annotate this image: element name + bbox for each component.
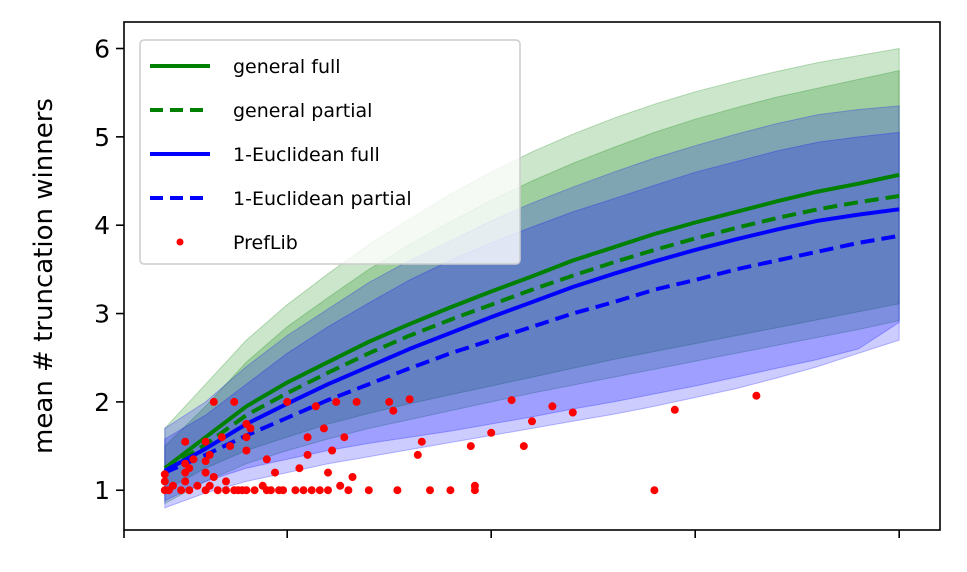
- preflib-point: [217, 433, 226, 442]
- preflib-point: [185, 486, 194, 495]
- preflib-point: [466, 442, 475, 451]
- preflib-point: [324, 468, 332, 477]
- preflib-point: [650, 486, 659, 495]
- y-tick-label: 6: [94, 35, 110, 64]
- preflib-point: [262, 455, 271, 464]
- preflib-point: [344, 486, 353, 495]
- preflib-point: [205, 481, 214, 490]
- preflib-point: [250, 486, 259, 495]
- preflib-point: [303, 450, 312, 459]
- legend-box: [139, 39, 521, 265]
- preflib-point: [324, 486, 332, 495]
- preflib-point: [181, 437, 190, 446]
- legend: general full general partial 1-Euclidean f…: [139, 39, 521, 265]
- preflib-point: [226, 442, 235, 451]
- preflib-point: [205, 450, 214, 459]
- preflib-point: [328, 446, 337, 455]
- y-tick-label: 4: [94, 211, 110, 240]
- preflib-point: [389, 406, 398, 415]
- preflib-point: [417, 437, 426, 446]
- general-full-line: [163, 172, 900, 470]
- preflib-point: [670, 405, 679, 414]
- preflib-point: [307, 486, 316, 495]
- preflib-point: [283, 397, 292, 406]
- preflib-point: [209, 397, 218, 406]
- preflib-point: [181, 477, 190, 486]
- preflib-point: [266, 486, 275, 495]
- preflib-point: [160, 470, 169, 479]
- preflib-point: [222, 477, 230, 486]
- preflib-point: [201, 437, 210, 446]
- preflib-point: [548, 402, 557, 411]
- y-tick-label: 2: [94, 388, 110, 417]
- preflib-point: [470, 486, 479, 495]
- preflib-point: [528, 417, 536, 426]
- preflib-point: [242, 486, 251, 495]
- preflib-point: [230, 397, 239, 406]
- preflib-point: [295, 464, 304, 473]
- preflib-point: [185, 464, 194, 473]
- preflib-point: [507, 396, 516, 405]
- preflib-point: [426, 486, 434, 495]
- y-axis-ticks: 1 2 3 4 5 6: [94, 35, 124, 505]
- preflib-point: [222, 486, 230, 495]
- preflib-point: [413, 450, 422, 459]
- preflib-point: [242, 433, 251, 442]
- preflib-point: [201, 468, 210, 477]
- preflib-point: [193, 481, 202, 490]
- legend-label: 1-Euclidean partial: [233, 188, 412, 210]
- legend-marker-preflib: [176, 238, 184, 246]
- preflib-point: [279, 486, 288, 495]
- y-tick-label: 3: [94, 300, 110, 329]
- legend-label: PrefLib: [233, 232, 298, 254]
- preflib-point: [169, 481, 177, 490]
- preflib-point: [568, 408, 577, 417]
- 1-euclidean-partial-line: [164, 233, 900, 475]
- preflib-point: [319, 424, 328, 433]
- preflib-point: [315, 486, 324, 495]
- preflib-point: [242, 446, 251, 455]
- preflib-point: [189, 455, 198, 464]
- general-partial-line: [163, 194, 900, 473]
- preflib-point: [246, 424, 255, 433]
- preflib-point: [336, 481, 345, 490]
- y-tick-label: 1: [94, 476, 110, 505]
- preflib-point: [160, 477, 169, 486]
- preflib-point: [299, 486, 308, 495]
- legend-label: general partial: [233, 100, 372, 122]
- preflib-point: [487, 428, 496, 437]
- preflib-point: [332, 397, 341, 406]
- preflib-point: [311, 402, 320, 411]
- preflib-point: [364, 486, 373, 495]
- preflib-point: [385, 397, 394, 406]
- preflib-points: [160, 391, 761, 495]
- plot-frame: [123, 21, 941, 531]
- preflib-point: [352, 397, 361, 406]
- preflib-point: [291, 486, 300, 495]
- preflib-point: [177, 486, 186, 495]
- preflib-point: [303, 433, 312, 442]
- x-axis-ticks: [123, 530, 901, 538]
- preflib-point: [752, 391, 761, 400]
- preflib-point: [405, 395, 414, 404]
- preflib-point: [340, 433, 349, 442]
- preflib-point: [446, 486, 455, 495]
- preflib-point: [213, 486, 222, 495]
- preflib-point: [201, 457, 210, 466]
- legend-label: 1-Euclidean full: [233, 144, 380, 166]
- preflib-point: [519, 442, 528, 451]
- preflib-point: [348, 473, 357, 481]
- 1-euclidean-full-band-inner: [164, 131, 900, 502]
- preflib-point: [209, 473, 218, 481]
- legend-label: general full: [233, 56, 341, 78]
- preflib-point: [271, 468, 279, 477]
- y-tick-label: 5: [94, 123, 110, 152]
- y-axis-label: mean # truncation winners: [29, 98, 59, 454]
- preflib-point: [393, 486, 402, 495]
